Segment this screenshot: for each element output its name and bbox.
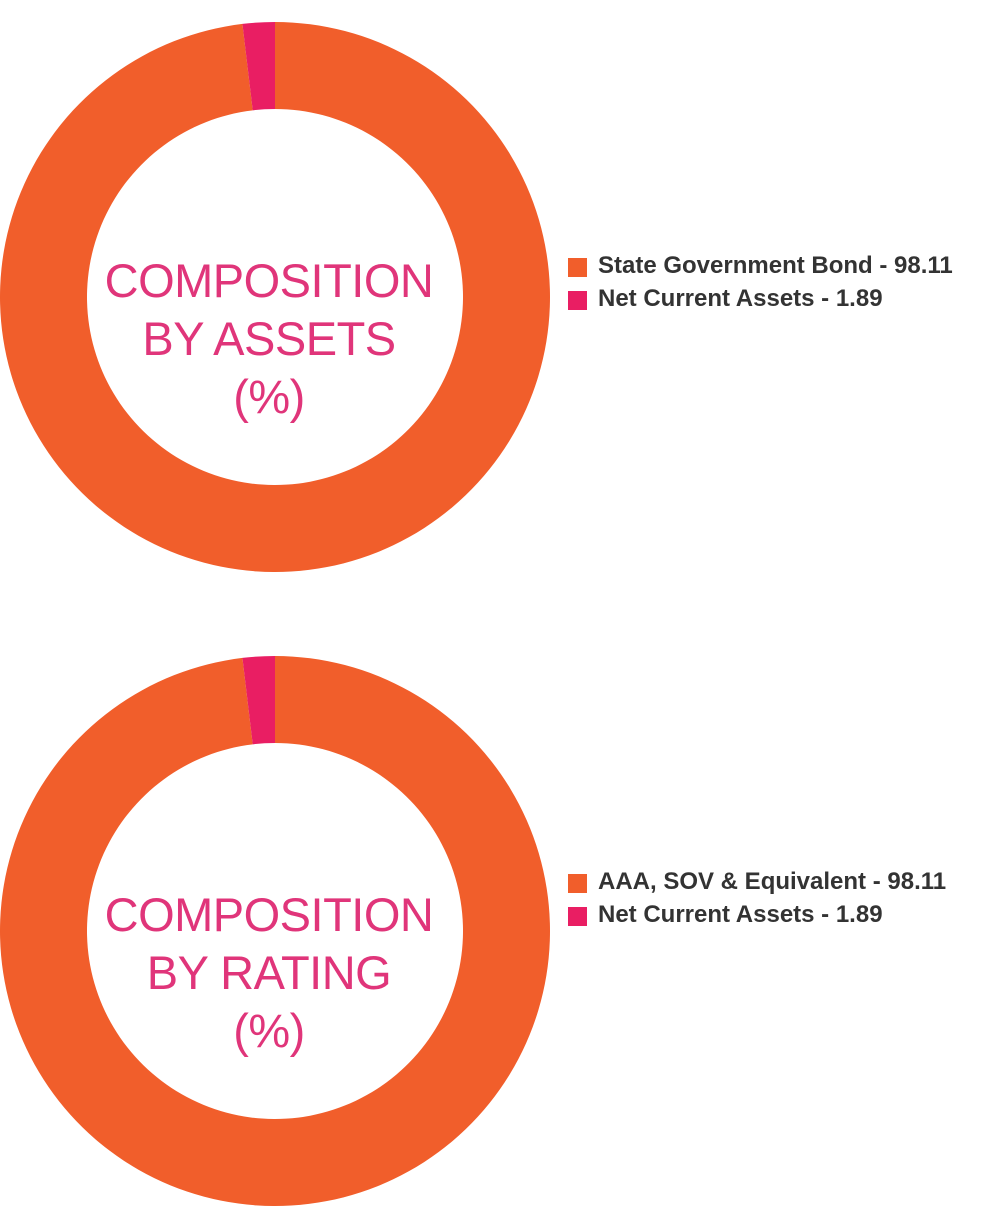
center-label-line: COMPOSITION — [104, 888, 434, 941]
rating-donut-chart — [0, 656, 551, 1206]
legend-item: State Government Bond - 98.11 — [568, 250, 998, 282]
slice-state-government-bond — [0, 22, 551, 573]
legend-label: AAA, SOV & Equivalent - 98.11 — [598, 868, 947, 895]
rating-legend: AAA, SOV & Equivalent - 98.11 Net Curren… — [568, 866, 998, 932]
assets-center-label: COMPOSITION BY ASSETS (%) — [88, 252, 450, 426]
center-label-line: (%) — [233, 370, 305, 423]
legend-swatch — [568, 291, 587, 310]
rating-chart-block: COMPOSITION BY RATING (%) AAA, SOV & Equ… — [0, 640, 1007, 1216]
assets-donut-chart — [0, 22, 551, 573]
legend-item: Net Current Assets - 1.89 — [568, 899, 998, 931]
legend-label: Net Current Assets - 1.89 — [598, 285, 883, 312]
slice-aaa-sov-equivalent — [0, 656, 551, 1206]
rating-center-label: COMPOSITION BY RATING (%) — [88, 886, 450, 1060]
legend-item: Net Current Assets - 1.89 — [568, 283, 998, 315]
assets-chart-block: COMPOSITION BY ASSETS (%) State Governme… — [0, 0, 1007, 600]
slice-net-current-assets — [242, 22, 275, 111]
center-label-line: BY RATING — [146, 946, 392, 999]
legend-label: State Government Bond - 98.11 — [598, 252, 953, 279]
center-label-line: (%) — [233, 1004, 305, 1057]
legend-swatch — [568, 874, 587, 893]
center-label-line: BY ASSETS — [142, 312, 396, 365]
legend-swatch — [568, 258, 587, 277]
legend-item: AAA, SOV & Equivalent - 98.11 — [568, 866, 998, 898]
assets-legend: State Government Bond - 98.11 Net Curren… — [568, 250, 998, 316]
center-label-line: COMPOSITION — [104, 254, 434, 307]
legend-label: Net Current Assets - 1.89 — [598, 901, 883, 928]
legend-swatch — [568, 907, 587, 926]
slice-net-current-assets — [242, 656, 275, 745]
